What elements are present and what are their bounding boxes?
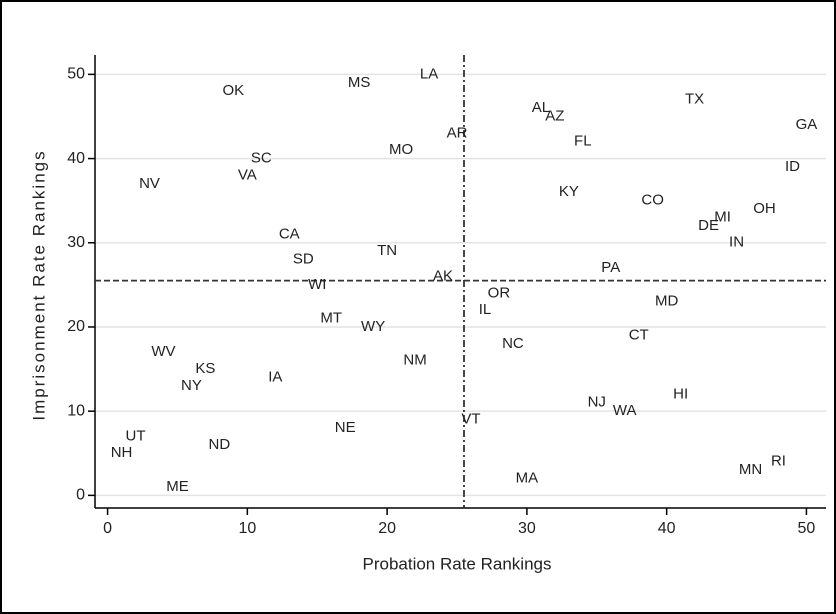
point-label: UT	[126, 427, 146, 444]
point-label: PA	[601, 259, 620, 276]
point-label: MA	[516, 469, 539, 486]
point-label: MN	[739, 461, 762, 478]
point-label: MI	[714, 208, 731, 225]
point-label: MD	[655, 293, 678, 310]
x-tick-label: 0	[103, 520, 112, 537]
y-axis-label: Imprisonment Rate Rankings	[29, 149, 48, 420]
x-tick-label: 10	[238, 520, 256, 537]
point-label: ME	[166, 478, 189, 495]
point-label: NV	[139, 175, 160, 192]
point-label: IA	[268, 368, 282, 385]
point-label: NY	[181, 377, 202, 394]
point-label: ID	[785, 158, 800, 175]
point-label: WV	[151, 343, 175, 360]
point-label: ND	[209, 436, 231, 453]
point-label: SC	[251, 150, 272, 167]
point-label: NJ	[588, 394, 606, 411]
point-label: WY	[361, 318, 385, 335]
y-tick-label: 40	[67, 150, 85, 167]
point-label: OR	[488, 284, 511, 301]
point-label: NM	[403, 352, 426, 369]
point-label: WI	[308, 276, 326, 293]
point-label: NC	[502, 335, 524, 352]
point-label: AZ	[545, 107, 564, 124]
point-label: RI	[771, 453, 786, 470]
point-label: AL	[532, 99, 550, 116]
point-label: AR	[447, 124, 468, 141]
point-label: MO	[389, 141, 413, 158]
point-label: KS	[195, 360, 215, 377]
point-label: MS	[348, 74, 371, 91]
point-label: CT	[629, 326, 649, 343]
point-label: NH	[111, 444, 133, 461]
point-label: FL	[574, 133, 592, 150]
point-label: CA	[279, 225, 300, 242]
point-label: GA	[796, 116, 818, 133]
point-label: IN	[729, 234, 744, 251]
point-label: WA	[613, 402, 637, 419]
point-label: IL	[479, 301, 492, 318]
point-label: CO	[641, 192, 664, 209]
point-label: AK	[433, 267, 453, 284]
y-tick-label: 50	[67, 66, 85, 83]
point-label: TX	[685, 91, 704, 108]
y-tick-label: 0	[76, 487, 85, 504]
point-label: HI	[673, 385, 688, 402]
point-label: VA	[238, 166, 257, 183]
y-tick-label: 30	[67, 234, 85, 251]
x-tick-label: 20	[378, 520, 396, 537]
point-label: DE	[698, 217, 719, 234]
x-tick-label: 50	[798, 520, 816, 537]
point-label: MT	[320, 310, 342, 327]
x-tick-label: 30	[518, 520, 536, 537]
point-label: NE	[335, 419, 356, 436]
point-label: OH	[753, 200, 776, 217]
point-label: KY	[559, 183, 579, 200]
x-axis-label: Probation Rate Rankings	[362, 554, 551, 573]
point-label: TN	[377, 242, 397, 259]
point-label: VT	[461, 411, 480, 428]
y-tick-label: 20	[67, 318, 85, 335]
y-tick-label: 10	[67, 402, 85, 419]
point-label: SD	[293, 251, 314, 268]
x-tick-label: 40	[658, 520, 676, 537]
point-label: LA	[420, 65, 438, 82]
point-label: OK	[223, 82, 245, 99]
